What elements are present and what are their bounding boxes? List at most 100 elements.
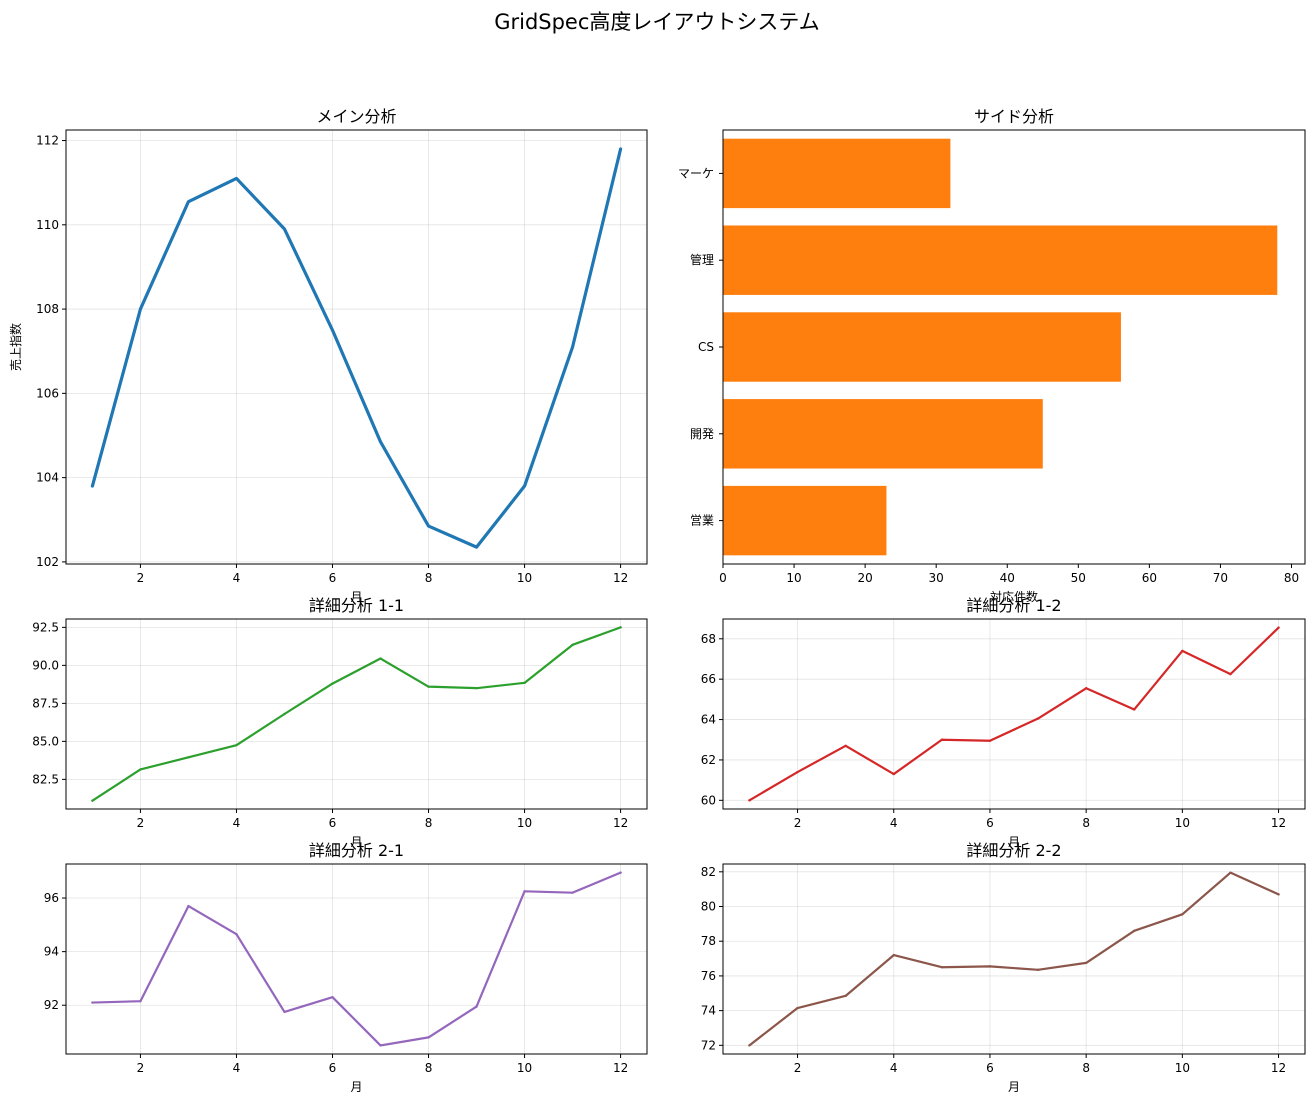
x-tick-label: 8 <box>425 571 433 585</box>
x-tick-label: 12 <box>613 571 628 585</box>
data-point <box>619 626 622 629</box>
data-point <box>940 738 944 741</box>
data-point <box>427 524 430 528</box>
y-tick-label: 110 <box>36 218 59 232</box>
data-point <box>427 685 430 688</box>
y-tick-label: 90.0 <box>32 658 59 672</box>
data-point <box>475 686 478 690</box>
y-tick-label: 108 <box>36 302 59 316</box>
data-point <box>1036 717 1040 720</box>
x-tick-label: 2 <box>137 816 145 830</box>
x-tick-label: 8 <box>1082 816 1090 830</box>
data-point <box>796 770 799 774</box>
y-tick-label: 96 <box>44 891 59 905</box>
data-point <box>475 1005 478 1008</box>
x-tick-label: 10 <box>1175 1061 1190 1075</box>
x-tick-label: 10 <box>786 571 801 585</box>
data-point <box>475 545 478 549</box>
data-point <box>1181 649 1184 653</box>
panel-title: 詳細分析 2-1 <box>309 841 404 860</box>
x-tick-label: 10 <box>1175 816 1190 830</box>
x-tick-label: 12 <box>1271 816 1286 830</box>
x-tick-label: 12 <box>613 1061 628 1075</box>
data-point <box>748 799 751 802</box>
data-point <box>331 995 334 999</box>
axes-frame <box>722 618 1306 810</box>
data-point <box>139 1000 142 1003</box>
data-point <box>139 307 142 311</box>
x-tick-label: 6 <box>986 816 994 830</box>
x-tick-label: 2 <box>137 1061 145 1075</box>
data-point <box>331 682 334 685</box>
series-line <box>91 626 622 802</box>
x-tick-label: 12 <box>613 816 628 830</box>
axes-frame <box>65 618 648 810</box>
data-point <box>1181 913 1184 916</box>
data-point <box>91 484 94 488</box>
data-point <box>523 681 526 685</box>
series-line <box>91 871 622 1047</box>
y-tick-label: 104 <box>36 471 59 485</box>
y-tick-label: 72 <box>701 1038 716 1052</box>
x-axis-label: 月 <box>1008 1080 1020 1094</box>
y-tick-label: 74 <box>701 1004 716 1018</box>
y-tick-label: CS <box>698 340 714 354</box>
x-tick-label: 2 <box>794 816 802 830</box>
data-point <box>379 657 382 660</box>
axes-frame <box>722 129 1306 565</box>
x-tick-label: 4 <box>890 816 898 830</box>
data-point <box>988 965 992 968</box>
data-point <box>235 177 238 180</box>
data-point <box>1084 961 1088 965</box>
axes-frame <box>722 863 1306 1055</box>
data-point <box>91 799 94 802</box>
data-point <box>619 147 622 151</box>
data-point <box>619 871 622 874</box>
x-tick-label: 30 <box>929 571 944 585</box>
data-point <box>748 1044 751 1047</box>
y-tick-label: 営業 <box>690 514 714 528</box>
panel-detail-1-1: 2 4 6 8 10 12 82.5 85.0 87.5 90.0 92.5 詳細分析 1-1 月 <box>32 596 648 849</box>
y-tick-label: 112 <box>36 134 59 148</box>
y-tick-label: 78 <box>701 934 716 948</box>
x-tick-label: 60 <box>1142 571 1157 585</box>
x-axis-label: 月 <box>350 590 362 604</box>
data-point <box>1277 626 1280 629</box>
y-axis-label: 売上指数 <box>8 323 23 371</box>
panel-title: メイン分析 <box>316 107 396 126</box>
data-point <box>1133 929 1136 933</box>
x-tick-label: 70 <box>1213 571 1228 585</box>
axes-frame <box>65 863 648 1055</box>
data-point <box>187 756 190 759</box>
bar <box>723 312 1121 382</box>
panel-title: 詳細分析 2-2 <box>966 841 1061 860</box>
x-tick-label: 10 <box>517 816 532 830</box>
x-axis-label: 月 <box>350 1080 362 1094</box>
data-point <box>235 933 238 936</box>
y-tick-label: 106 <box>36 386 59 400</box>
y-tick-label: 66 <box>701 672 716 686</box>
x-axis-label: 対応件数 <box>990 589 1038 604</box>
bar <box>723 399 1043 469</box>
panel-detail-2-2: 2 4 6 8 10 12 72 74 76 78 80 82 詳細分析 2-2 月 <box>701 841 1306 1094</box>
y-tick-label: 102 <box>36 555 59 569</box>
data-point <box>571 345 574 349</box>
figure-title: GridSpec高度レイアウトシステム <box>494 10 820 34</box>
y-tick-label: 管理 <box>690 252 714 267</box>
y-tick-label: 92.5 <box>32 620 59 634</box>
axes-frame <box>65 129 648 565</box>
data-point <box>796 1006 799 1010</box>
x-tick-label: 6 <box>329 1061 337 1075</box>
data-point <box>283 712 286 716</box>
data-point <box>1277 893 1280 896</box>
x-axis-label: 月 <box>350 835 362 849</box>
data-point <box>331 328 334 332</box>
data-point <box>139 768 142 771</box>
y-tick-label: 82 <box>701 865 716 879</box>
panel-detail-2-1: 2 4 6 8 10 12 92 94 96 詳細分析 2-1 月 <box>44 841 648 1094</box>
x-tick-label: 80 <box>1284 571 1299 585</box>
panel-title: サイド分析 <box>974 107 1054 126</box>
